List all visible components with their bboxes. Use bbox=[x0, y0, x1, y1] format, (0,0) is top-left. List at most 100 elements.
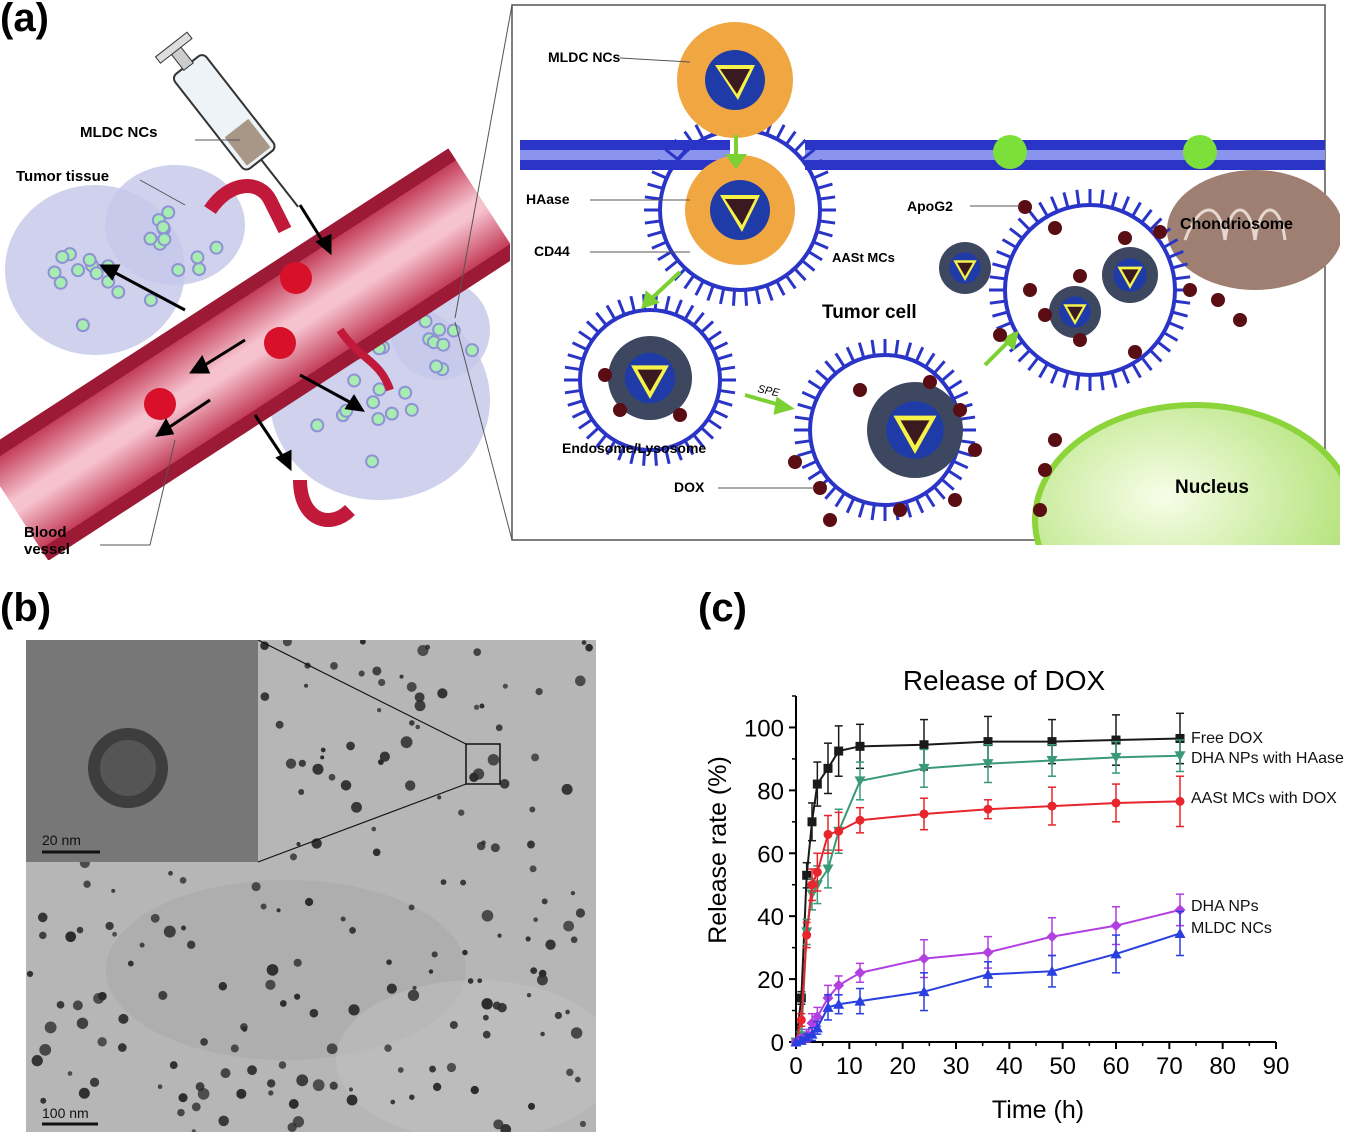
x-tick-label: 50 bbox=[1049, 1053, 1076, 1080]
release-chart: Release of DOX Release rate (%) Time (h)… bbox=[704, 665, 1344, 1124]
nanocluster-dot bbox=[312, 763, 324, 775]
data-point bbox=[807, 817, 817, 827]
nanocluster-dot bbox=[127, 960, 134, 967]
data-point bbox=[796, 993, 806, 1003]
dox-dot bbox=[923, 375, 937, 389]
tumor-cell bbox=[53, 275, 68, 290]
data-point bbox=[983, 804, 993, 814]
x-tick-label: 10 bbox=[836, 1053, 863, 1080]
dox-dot bbox=[1233, 313, 1247, 327]
dox-dot bbox=[1033, 503, 1047, 517]
tumor-cell bbox=[143, 293, 158, 308]
data-point bbox=[918, 986, 930, 997]
series-label: DHA NPs bbox=[1191, 898, 1259, 915]
nanocluster-dot bbox=[384, 1044, 392, 1052]
nanocluster-dot bbox=[529, 806, 536, 813]
nanocluster-dot bbox=[112, 931, 118, 937]
data-point bbox=[1174, 927, 1186, 938]
nanocluster-dot bbox=[493, 1119, 504, 1130]
series-dha-nps: DHA NPs bbox=[790, 893, 1259, 1048]
chart-ylabel: Release rate (%) bbox=[704, 756, 732, 944]
panel-b-letter: (b) bbox=[0, 586, 52, 630]
nanocluster-dot bbox=[348, 1087, 354, 1092]
dox-dot bbox=[1073, 269, 1087, 283]
nanocluster-dot bbox=[168, 870, 173, 876]
dox-dot bbox=[1183, 283, 1197, 297]
nanocluster-dot bbox=[76, 1017, 89, 1029]
nanocluster-dot bbox=[330, 662, 338, 670]
nanocluster-dot bbox=[390, 1099, 396, 1105]
nanocluster-dot bbox=[449, 1020, 458, 1029]
nanocluster-dot bbox=[437, 688, 448, 699]
nanocluster-dot bbox=[527, 1102, 536, 1110]
nanocluster-dot bbox=[481, 909, 494, 922]
dox-dot bbox=[1118, 231, 1132, 245]
nanocluster-dot bbox=[495, 724, 503, 732]
tumor-cell bbox=[366, 395, 381, 410]
label-dox: DOX bbox=[674, 479, 705, 495]
nanocluster-dot bbox=[187, 940, 196, 949]
nanocluster-dot bbox=[293, 958, 302, 967]
nanocluster-dot bbox=[526, 992, 532, 998]
panel-a-left-illustration: MLDC NCs Tumor tissue Blood vessel bbox=[0, 31, 510, 560]
y-tick-label: 20 bbox=[757, 967, 784, 994]
nanocluster-dot bbox=[118, 1013, 129, 1024]
nanocluster-dot bbox=[440, 879, 447, 886]
tumor-cell bbox=[190, 250, 205, 265]
data-point bbox=[833, 998, 845, 1009]
y-tick-label: 0 bbox=[771, 1030, 784, 1057]
nanocluster-dot bbox=[200, 1038, 208, 1046]
label-tumor-cell: Tumor cell bbox=[822, 302, 917, 323]
drug-core bbox=[1049, 286, 1101, 338]
x-tick-label: 70 bbox=[1156, 1053, 1183, 1080]
nanocluster-dot bbox=[31, 1055, 43, 1067]
data-point bbox=[1174, 751, 1186, 762]
tumor-cell bbox=[143, 231, 158, 246]
dox-dot bbox=[823, 513, 837, 527]
red-blood-cell bbox=[144, 388, 176, 420]
nanocluster-dot bbox=[177, 1108, 185, 1117]
nanocluster-dot bbox=[462, 949, 468, 956]
dox-dot bbox=[1048, 221, 1062, 235]
nanocluster-dot bbox=[218, 1115, 229, 1127]
data-point bbox=[795, 1034, 807, 1045]
nanocluster-dot bbox=[260, 692, 270, 701]
dox-molecules bbox=[598, 200, 1247, 527]
data-point bbox=[1175, 733, 1185, 743]
nanocluster-dot bbox=[481, 998, 493, 1010]
nanocluster-dot bbox=[158, 990, 168, 1000]
nanocluster-dot bbox=[76, 926, 84, 934]
nanocluster-dot bbox=[540, 1031, 545, 1037]
nanocluster-dot bbox=[526, 840, 535, 849]
data-point bbox=[918, 953, 930, 965]
nanocluster-dot bbox=[566, 1068, 574, 1077]
data-point bbox=[822, 864, 834, 875]
nanocluster-dot bbox=[191, 1102, 201, 1112]
nanocluster-dot bbox=[579, 1120, 586, 1128]
nanocluster-dot bbox=[72, 1000, 83, 1011]
nanocluster-dot bbox=[570, 890, 576, 896]
nanocluster-dot bbox=[292, 1116, 305, 1128]
data-point bbox=[834, 826, 844, 836]
data-point bbox=[801, 1031, 813, 1042]
nanocluster-dot bbox=[117, 1043, 127, 1052]
nanocluster-dot bbox=[236, 1088, 247, 1099]
dox-dot bbox=[953, 403, 967, 417]
nanocluster-dot bbox=[296, 841, 301, 847]
tumor-cell bbox=[429, 359, 444, 374]
nanocluster-dot bbox=[570, 1027, 583, 1039]
nanocluster-dot bbox=[179, 876, 187, 884]
data-point bbox=[983, 737, 993, 747]
nanocluster-dot bbox=[429, 1065, 436, 1073]
label-aast-mcs: AASt MCs bbox=[832, 250, 895, 265]
nanocluster-dot bbox=[191, 1129, 196, 1132]
red-blood-cell bbox=[264, 327, 296, 359]
nanocluster-dot bbox=[386, 983, 397, 994]
data-point bbox=[1047, 737, 1057, 747]
nanocluster-dot bbox=[487, 753, 500, 766]
tumor-cell bbox=[310, 418, 325, 433]
nanocluster-dot bbox=[378, 678, 386, 687]
nanocluster-dot bbox=[585, 643, 593, 652]
nanocluster-dot bbox=[446, 1062, 457, 1073]
nanocluster-dot bbox=[499, 778, 510, 789]
